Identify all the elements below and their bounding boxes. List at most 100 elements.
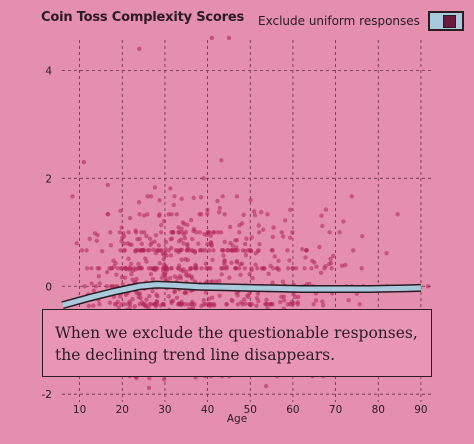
data-point — [228, 224, 233, 230]
data-point — [339, 263, 345, 268]
data-point — [213, 279, 219, 284]
data-point — [118, 208, 123, 214]
data-point — [183, 229, 188, 235]
data-point — [130, 297, 135, 302]
exclude-uniform-toggle[interactable] — [427, 11, 464, 31]
y-tick-label: 4 — [45, 65, 52, 77]
data-point — [105, 269, 110, 275]
data-point — [120, 235, 125, 241]
data-point — [138, 266, 144, 271]
data-point — [243, 253, 249, 258]
data-point — [248, 197, 253, 203]
y-tick-label: -2 — [42, 389, 52, 401]
data-point — [97, 281, 102, 286]
data-point — [211, 230, 217, 235]
data-point — [318, 270, 324, 276]
chart-title: Coin Toss Complexity Scores — [41, 10, 244, 25]
x-tick-label: 30 — [158, 404, 171, 416]
data-point — [264, 297, 269, 303]
data-point — [152, 185, 158, 190]
data-point — [235, 248, 240, 253]
data-point — [172, 289, 178, 294]
data-point — [183, 272, 189, 277]
data-point — [192, 250, 198, 255]
data-point — [349, 194, 354, 199]
data-point — [148, 271, 154, 277]
data-point — [224, 266, 229, 271]
data-point — [282, 298, 287, 303]
data-point — [172, 194, 177, 199]
data-point — [220, 248, 225, 253]
data-point — [180, 230, 185, 235]
data-point — [203, 290, 209, 295]
data-point — [175, 302, 181, 307]
data-point — [161, 218, 167, 224]
data-point — [157, 212, 162, 217]
data-point — [208, 233, 213, 238]
x-tick-labels: 10 20 30 40 50 60 70 80 90 — [73, 404, 428, 416]
data-point — [320, 223, 325, 229]
data-point — [166, 248, 172, 253]
data-point — [150, 276, 156, 282]
data-point — [235, 302, 241, 307]
exclude-toggle-group[interactable]: Exclude uniform responses — [258, 9, 464, 33]
data-point — [87, 236, 92, 242]
data-point — [198, 195, 204, 200]
data-point — [242, 297, 247, 302]
data-point — [126, 230, 131, 235]
data-point — [178, 275, 184, 281]
data-point — [129, 242, 134, 247]
data-point — [261, 227, 266, 232]
data-point — [188, 266, 193, 271]
data-point — [291, 292, 296, 297]
data-point — [244, 236, 249, 241]
x-tick-label: 50 — [244, 404, 257, 416]
data-point — [210, 279, 215, 284]
data-point — [327, 230, 332, 235]
data-point — [118, 248, 123, 253]
data-point — [227, 275, 232, 280]
data-point — [130, 277, 135, 282]
data-point — [205, 230, 211, 235]
data-point — [153, 233, 159, 238]
data-point — [119, 302, 124, 307]
data-point — [115, 266, 121, 271]
data-point — [242, 241, 248, 247]
data-point — [290, 230, 295, 235]
data-point — [144, 233, 149, 239]
data-point — [182, 290, 187, 296]
data-point — [278, 299, 283, 305]
data-point — [255, 249, 261, 254]
data-point — [249, 267, 254, 273]
x-tick-label: 70 — [329, 404, 342, 416]
data-point — [323, 207, 329, 212]
data-point — [245, 293, 250, 298]
data-point — [180, 269, 185, 274]
data-point — [171, 202, 176, 208]
data-point — [237, 230, 242, 235]
data-point — [222, 212, 227, 217]
toggle-knob — [442, 14, 456, 28]
data-point — [108, 230, 113, 235]
data-point — [112, 302, 118, 307]
data-point — [236, 266, 242, 271]
y-tick-label: 0 — [45, 281, 52, 293]
data-point — [357, 302, 362, 307]
data-point — [328, 260, 334, 266]
data-point — [202, 231, 207, 237]
data-point — [117, 230, 122, 235]
data-point — [154, 299, 159, 304]
data-point — [314, 264, 319, 270]
data-point — [180, 220, 186, 225]
data-point — [220, 194, 225, 199]
data-point — [290, 266, 295, 271]
data-point — [123, 266, 128, 271]
data-point — [95, 266, 100, 271]
data-point — [302, 266, 307, 271]
data-point — [275, 266, 280, 271]
data-point — [107, 300, 113, 305]
data-point — [285, 302, 290, 307]
data-point — [218, 230, 224, 235]
data-point — [155, 266, 160, 271]
data-point — [174, 212, 180, 217]
